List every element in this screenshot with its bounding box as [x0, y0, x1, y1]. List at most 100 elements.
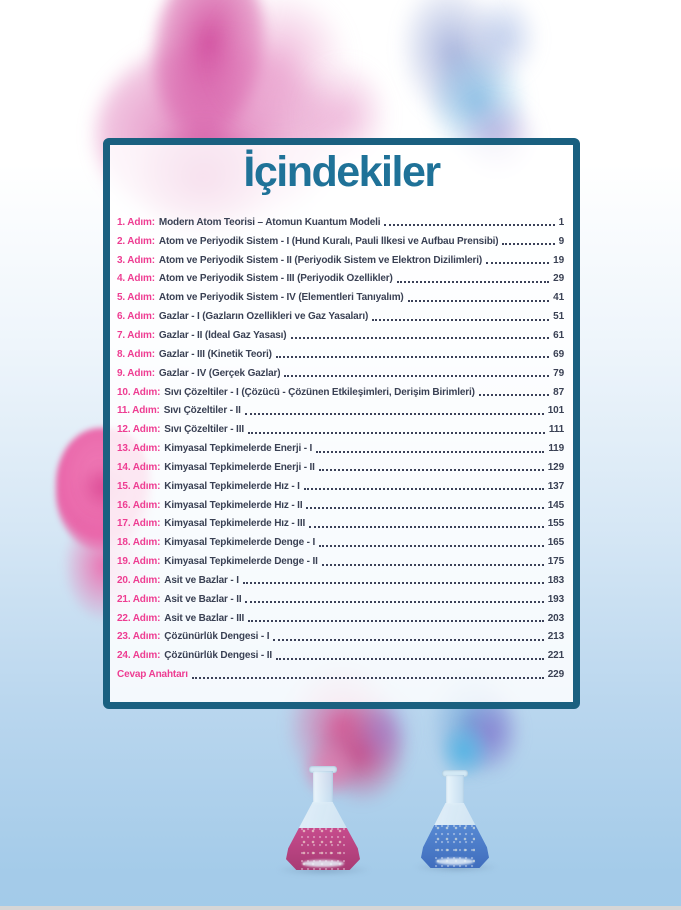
toc-entry-label: 19. Adım: — [117, 556, 161, 568]
toc-entry-page: 111 — [548, 424, 564, 436]
toc-entry-page: 29 — [553, 273, 564, 285]
dotted-leader — [244, 412, 544, 415]
toc-entry-title: Kimyasal Tepkimelerde Hız - III — [164, 518, 306, 530]
dotted-leader — [273, 638, 544, 641]
toc-entry-page: 19 — [553, 254, 564, 266]
toc-panel: İçindekiler 1. Adım: Modern Atom Teorisi … — [103, 138, 580, 709]
pink-ink-cloud-top — [136, 0, 280, 152]
toc-entry-title: Kimyasal Tepkimelerde Denge - II — [164, 556, 318, 568]
flask-body — [421, 803, 489, 868]
toc-row: 8. Adım: Gazlar - III (Kinetik Teori) 69 — [117, 345, 564, 364]
toc-entry-title: Çözünürlük Dengesi - II — [164, 650, 272, 662]
toc-entry-page: 79 — [553, 367, 564, 379]
toc-row: 11. Adım: Sıvı Çözeltiler - II 101 — [117, 401, 564, 420]
dotted-leader — [319, 544, 544, 547]
toc-entry-title: Atom ve Periyodik Sistem - III (Periyodi… — [158, 273, 393, 285]
toc-entry-title: Kimyasal Tepkimelerde Denge - I — [164, 537, 316, 549]
toc-entry-title: Kimyasal Tepkimelerde Hız - I — [164, 480, 300, 492]
toc-entry-page: 203 — [547, 612, 564, 624]
toc-entry-label: 24. Adım: — [117, 650, 161, 662]
toc-entry-label: 5. Adım: — [117, 292, 155, 304]
dotted-leader — [316, 450, 545, 453]
toc-entry-page: 145 — [547, 499, 564, 511]
toc-entry-page: 229 — [547, 669, 564, 681]
toc-entry-label: 13. Adım: — [117, 443, 161, 455]
toc-entry-page: 129 — [547, 461, 564, 473]
dotted-leader — [309, 525, 544, 528]
toc-row: 3. Adım: Atom ve Periyodik Sistem - II (P… — [117, 251, 564, 270]
toc-entry-label: 6. Adım: — [117, 311, 155, 323]
toc-row: 6. Adım: Gazlar - I (Gazların Özellikleri… — [117, 307, 564, 326]
flask-glare — [302, 859, 344, 868]
flask-neck — [313, 771, 333, 805]
toc-row: 15. Adım: Kimyasal Tepkimelerde Hız - I 13… — [117, 477, 564, 496]
toc-entry-title: Atom ve Periyodik Sistem - I (Hund Kural… — [158, 235, 499, 247]
toc-entry-label: 3. Adım: — [117, 254, 155, 266]
toc-row: 10. Adım: Sıvı Çözeltiler - I (Çözücü - Ç… — [117, 383, 564, 402]
flask-rim — [309, 766, 337, 773]
toc-entry-title: Asit ve Bazlar - I — [164, 574, 239, 586]
toc-entry-title: Gazlar - I (Gazların Özellikleri ve Gaz … — [158, 311, 369, 323]
toc-row: 21. Adım: Asit ve Bazlar - II 193 — [117, 590, 564, 609]
toc-entry-label: 10. Adım: — [117, 386, 161, 398]
toc-entry-title: Gazlar - II (İdeal Gaz Yasası) — [158, 329, 287, 341]
toc-row: 14. Adım: Kimyasal Tepkimelerde Enerji - … — [117, 458, 564, 477]
toc-entry-page: 165 — [547, 537, 564, 549]
toc-entry-title: Sıvı Çözeltiler - I (Çözücü - Çözünen Et… — [164, 386, 475, 398]
toc-entry-label: 23. Adım: — [117, 631, 161, 643]
toc-entry-page: 155 — [547, 518, 564, 530]
dotted-leader — [284, 375, 550, 378]
toc-entry-label: 9. Adım: — [117, 367, 155, 379]
toc-entry-title: Kimyasal Tepkimelerde Hız - II — [164, 499, 303, 511]
blue-ink-cloud-top — [385, 0, 521, 137]
toc-row: 13. Adım: Kimyasal Tepkimelerde Enerji - … — [117, 439, 564, 458]
toc-row: 23. Adım: Çözünürlük Dengesi - I 213 — [117, 628, 564, 647]
flask-body — [286, 802, 360, 870]
toc-entry-page: 101 — [547, 405, 564, 417]
toc-entry-label: 2. Adım: — [117, 235, 155, 247]
dotted-leader — [318, 469, 544, 472]
dotted-leader — [242, 582, 544, 585]
flask-rim — [442, 770, 468, 777]
pink-ink-cloud-top — [210, 0, 350, 128]
toc-entry-page: 1 — [558, 216, 565, 228]
answer-key-row: Cevap Anahtarı 229 — [117, 665, 564, 684]
toc-entry-title: Sıvı Çözeltiler - III — [164, 424, 244, 436]
dotted-leader — [191, 676, 544, 679]
page-title: İçindekiler — [243, 148, 441, 196]
dotted-leader — [478, 394, 550, 397]
toc-entry-label: 7. Adım: — [117, 329, 155, 341]
toc-entry-page: 213 — [547, 631, 564, 643]
toc-entry-label: 8. Adım: — [117, 348, 155, 360]
toc-entry-label: Cevap Anahtarı — [117, 669, 188, 681]
toc-entry-title: Modern Atom Teorisi – Atomun Kuantum Mod… — [158, 216, 381, 228]
toc-entry-title: Gazlar - IV (Gerçek Gazlar) — [158, 367, 281, 379]
dotted-leader — [247, 431, 545, 434]
toc-entry-title: Gazlar - III (Kinetik Teori) — [158, 348, 272, 360]
toc-row: 24. Adım: Çözünürlük Dengesi - II 221 — [117, 646, 564, 665]
erlenmeyer-flask-pink — [286, 766, 360, 870]
toc-row: 2. Adım: Atom ve Periyodik Sistem - I (Hu… — [117, 232, 564, 251]
toc-entry-title: Asit ve Bazlar - III — [164, 612, 245, 624]
flask-neck — [446, 775, 464, 806]
toc-entry-label: 11. Adım: — [117, 405, 160, 417]
toc-entry-page: 51 — [553, 311, 564, 323]
toc-row: 19. Adım: Kimyasal Tepkimelerde Denge - I… — [117, 552, 564, 571]
flask-glare — [435, 858, 475, 866]
toc-entry-title: Sıvı Çözeltiler - II — [163, 405, 241, 417]
toc-entry-label: 22. Adım: — [117, 612, 161, 624]
toc-row: 17. Adım: Kimyasal Tepkimelerde Hız - III… — [117, 515, 564, 534]
toc-entry-label: 17. Adım: — [117, 518, 161, 530]
toc-rows: 1. Adım: Modern Atom Teorisi – Atomun Kua… — [117, 213, 564, 684]
toc-entry-page: 137 — [547, 480, 564, 492]
toc-row: 22. Adım: Asit ve Bazlar - III 203 — [117, 609, 564, 628]
toc-entry-page: 221 — [547, 650, 564, 662]
dotted-leader — [303, 488, 544, 491]
toc-entry-page: 183 — [547, 574, 564, 586]
toc-row: 20. Adım: Asit ve Bazlar - I 183 — [117, 571, 564, 590]
toc-entry-label: 16. Adım: — [117, 499, 161, 511]
toc-row: 5. Adım: Atom ve Periyodik Sistem - IV (E… — [117, 288, 564, 307]
toc-row: 7. Adım: Gazlar - II (İdeal Gaz Yasası) 61 — [117, 326, 564, 345]
toc-entry-page: 41 — [553, 292, 564, 304]
